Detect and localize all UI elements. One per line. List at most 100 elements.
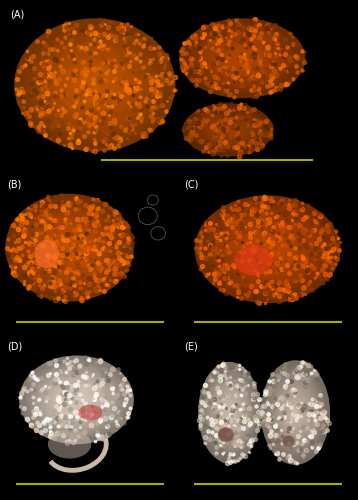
- Ellipse shape: [50, 232, 89, 264]
- Ellipse shape: [62, 241, 77, 254]
- Ellipse shape: [206, 36, 278, 81]
- Ellipse shape: [208, 206, 326, 293]
- Ellipse shape: [214, 40, 271, 76]
- Ellipse shape: [223, 126, 233, 133]
- Ellipse shape: [270, 375, 320, 450]
- Ellipse shape: [288, 402, 303, 423]
- Ellipse shape: [287, 400, 304, 425]
- Ellipse shape: [195, 110, 261, 149]
- Ellipse shape: [224, 404, 235, 421]
- Ellipse shape: [212, 39, 272, 78]
- Ellipse shape: [27, 29, 163, 141]
- Ellipse shape: [283, 394, 308, 432]
- Ellipse shape: [211, 120, 246, 140]
- Ellipse shape: [14, 200, 126, 294]
- Ellipse shape: [31, 216, 108, 280]
- Ellipse shape: [44, 226, 95, 268]
- Ellipse shape: [63, 59, 126, 111]
- Ellipse shape: [222, 400, 237, 424]
- Ellipse shape: [73, 397, 80, 402]
- Ellipse shape: [187, 24, 297, 93]
- Ellipse shape: [250, 236, 285, 262]
- Ellipse shape: [37, 37, 153, 133]
- Ellipse shape: [261, 360, 330, 465]
- Ellipse shape: [203, 116, 253, 144]
- Ellipse shape: [194, 110, 262, 150]
- Ellipse shape: [27, 212, 112, 283]
- Ellipse shape: [261, 244, 274, 254]
- Ellipse shape: [210, 38, 274, 78]
- Ellipse shape: [45, 376, 107, 424]
- Ellipse shape: [237, 226, 298, 272]
- Ellipse shape: [58, 238, 81, 258]
- Ellipse shape: [205, 373, 254, 452]
- Ellipse shape: [226, 406, 233, 418]
- Ellipse shape: [63, 389, 90, 410]
- Ellipse shape: [207, 376, 252, 449]
- Ellipse shape: [195, 196, 340, 303]
- Ellipse shape: [209, 118, 247, 141]
- Ellipse shape: [179, 18, 305, 98]
- Ellipse shape: [19, 356, 134, 444]
- Ellipse shape: [64, 390, 88, 409]
- Ellipse shape: [220, 398, 239, 428]
- Ellipse shape: [25, 360, 128, 440]
- Ellipse shape: [237, 54, 248, 62]
- Ellipse shape: [18, 204, 122, 292]
- Ellipse shape: [204, 202, 331, 296]
- Ellipse shape: [228, 220, 307, 278]
- Ellipse shape: [229, 50, 255, 66]
- Ellipse shape: [213, 386, 245, 438]
- Ellipse shape: [280, 389, 311, 436]
- Ellipse shape: [240, 57, 244, 59]
- Ellipse shape: [282, 436, 295, 446]
- Ellipse shape: [243, 232, 292, 267]
- Ellipse shape: [217, 212, 318, 286]
- Text: (E): (E): [184, 341, 198, 351]
- Ellipse shape: [78, 404, 103, 420]
- Ellipse shape: [5, 194, 134, 302]
- Ellipse shape: [205, 116, 251, 143]
- Ellipse shape: [19, 206, 120, 290]
- Ellipse shape: [274, 380, 317, 446]
- Ellipse shape: [68, 63, 121, 107]
- Ellipse shape: [60, 240, 79, 256]
- Ellipse shape: [294, 411, 296, 414]
- Ellipse shape: [56, 236, 83, 259]
- Ellipse shape: [42, 373, 111, 426]
- Ellipse shape: [185, 22, 299, 94]
- Ellipse shape: [23, 209, 116, 286]
- Ellipse shape: [66, 392, 87, 408]
- Ellipse shape: [25, 27, 165, 143]
- Ellipse shape: [48, 430, 91, 458]
- Ellipse shape: [197, 30, 287, 87]
- Ellipse shape: [275, 381, 316, 444]
- Ellipse shape: [208, 36, 276, 80]
- Text: (B): (B): [7, 180, 21, 190]
- Ellipse shape: [88, 79, 102, 91]
- Ellipse shape: [209, 379, 250, 446]
- Ellipse shape: [80, 73, 109, 97]
- Ellipse shape: [201, 367, 257, 458]
- Ellipse shape: [218, 42, 267, 74]
- Ellipse shape: [58, 385, 96, 414]
- Ellipse shape: [25, 210, 114, 285]
- Ellipse shape: [59, 386, 94, 413]
- Text: (C): (C): [184, 180, 199, 190]
- Ellipse shape: [263, 246, 272, 252]
- Ellipse shape: [216, 392, 242, 434]
- Ellipse shape: [208, 378, 251, 448]
- Ellipse shape: [223, 46, 261, 70]
- Ellipse shape: [32, 33, 158, 137]
- Ellipse shape: [37, 220, 102, 275]
- Ellipse shape: [199, 113, 257, 146]
- Ellipse shape: [219, 396, 240, 430]
- Ellipse shape: [35, 368, 118, 432]
- Ellipse shape: [291, 406, 300, 419]
- Ellipse shape: [22, 25, 168, 145]
- Ellipse shape: [47, 228, 93, 267]
- Ellipse shape: [183, 103, 274, 156]
- Ellipse shape: [75, 398, 78, 401]
- Ellipse shape: [246, 233, 290, 266]
- Ellipse shape: [235, 225, 300, 274]
